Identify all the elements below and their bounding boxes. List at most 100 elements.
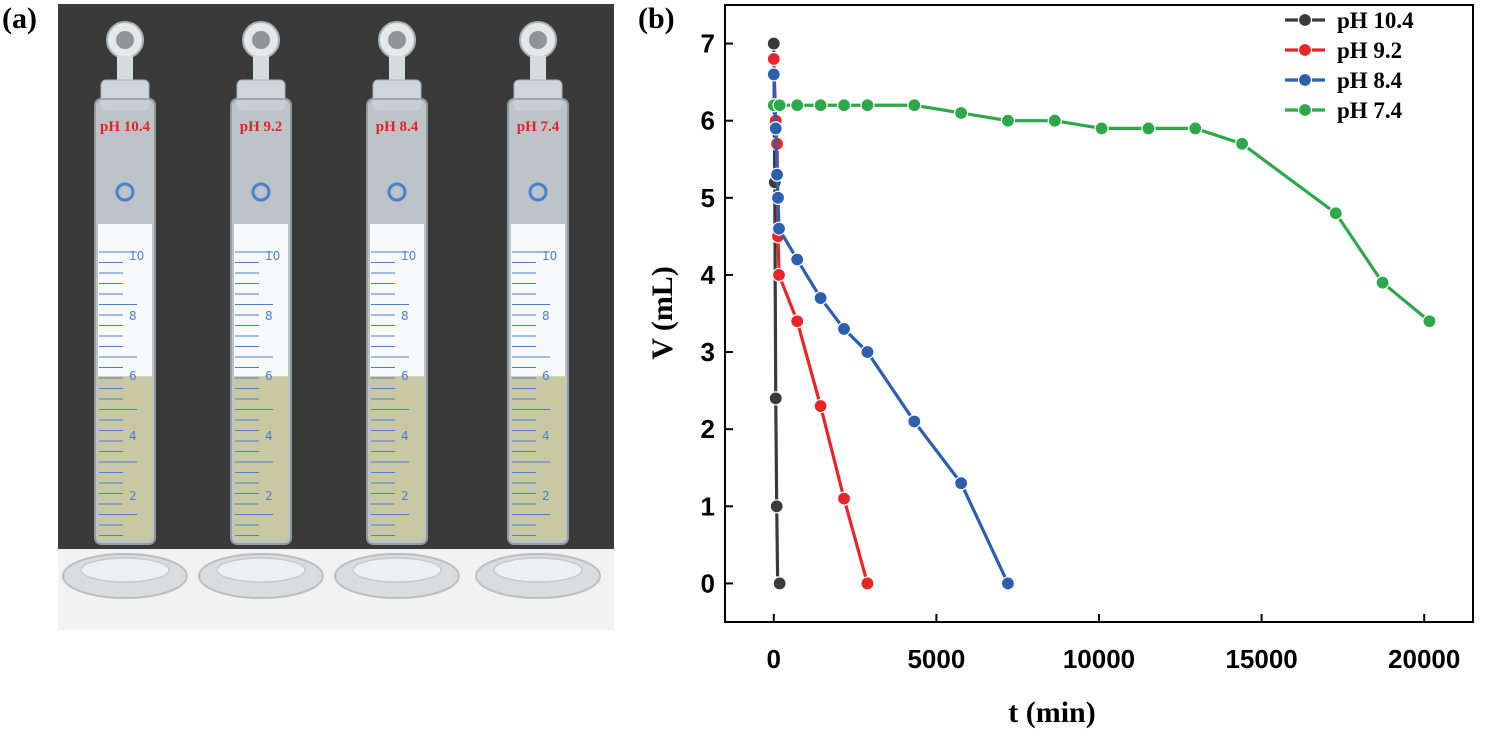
x-axis-ticks: 0 5000 10000 15000 20000 [767,614,1460,674]
legend-marker [1297,12,1313,28]
series-pH-8-4 [766,67,1016,591]
graduation-number: 10 [401,249,416,263]
data-point [1141,121,1156,136]
y-tick-label: 4 [701,260,716,290]
graduation-number: 2 [401,489,409,503]
x-tick-label: 5000 [907,644,965,674]
data-point [772,576,787,591]
data-point [790,98,805,113]
y-tick-label: 3 [701,337,715,367]
graduation-number: 4 [265,429,273,443]
legend-marker [1297,72,1313,88]
cylinder: 10 8 6 4 2 pH 10.4 [62,21,188,599]
legend-label: pH 7.4 [1337,98,1403,123]
legend: pH 10.4 pH 9.2 pH 8.4 pH 7.4 [1285,8,1414,123]
y-tick-label: 1 [701,491,715,521]
graduation-number: 10 [542,249,557,263]
data-point [772,98,787,113]
graduation-number: 2 [265,489,273,503]
cylinder-base-rim [80,557,170,583]
series-pH-10-4 [766,36,787,591]
cylinder-ph-label: pH 7.4 [517,119,560,135]
stopper-hole [388,31,406,49]
data-point [1000,113,1016,128]
y-tick-label: 2 [701,414,715,444]
data-point [1188,121,1203,136]
graduation-number: 2 [542,489,550,503]
liquid [370,376,424,540]
data-point [1234,136,1250,151]
legend-marker [1297,42,1313,58]
stopper-neck [253,56,269,82]
graduation-number: 6 [401,369,409,383]
series-pH-9-2 [766,51,875,591]
y-axis-ticks: 0 1 2 3 4 5 6 7 [701,29,733,598]
cylinder-base-rim [352,557,442,583]
y-axis-label: V (mL) [646,266,679,360]
y-tick-label: 5 [701,183,715,213]
data-point [771,221,787,236]
x-tick-label: 10000 [1063,644,1135,674]
graduation-number: 8 [265,309,273,323]
cylinder: 10 8 6 4 2 pH 8.4 [334,21,460,599]
graduation-number: 4 [129,429,137,443]
data-point [813,98,828,113]
data-point [790,252,805,267]
data-point [836,491,852,506]
graduation-number: 8 [542,309,550,323]
x-tick-label: 0 [767,644,781,674]
data-point [1328,206,1343,221]
maker-logo-icon [115,182,135,202]
x-axis-label: t (min) [1008,696,1095,729]
y-tick-label: 0 [701,568,715,598]
stopper-hole [252,31,270,49]
y-tick-label: 7 [701,29,715,59]
graduation-number: 10 [129,249,144,263]
cylinder-ph-label: pH 8.4 [376,119,419,135]
stopper-hole [529,31,547,49]
data-point [766,36,781,51]
cylinder-group: 10 8 6 4 2 pH 10.4 10 8 6 4 2 pH 9.2 10 8 6 4 2 pH 8.4 10 8… [62,21,601,599]
legend-label: pH 9.2 [1337,38,1402,63]
stopper-neck [117,56,133,82]
liquid [234,376,288,540]
data-point [766,67,781,82]
data-point [768,121,783,136]
data-point [770,190,786,205]
stopper-neck [389,56,405,82]
maker-logo-icon [387,182,407,202]
data-point [836,98,852,113]
graduation-number: 4 [401,429,409,443]
x-tick-label: 15000 [1225,644,1297,674]
cylinder: 10 8 6 4 2 pH 9.2 [198,21,324,599]
data-point [1094,121,1109,136]
data-point [860,344,875,360]
graduation-number: 8 [401,309,409,323]
liquid [511,376,565,540]
data-point [954,105,969,121]
data-point [790,314,805,329]
graduation-number: 10 [265,249,280,263]
data-point [907,98,922,113]
graduation-number: 6 [265,369,273,383]
data-point [769,167,785,182]
data-point [954,476,969,491]
panel-a-label: (a) [2,2,37,35]
graduation-number: 6 [542,369,550,383]
data-point [1422,314,1437,329]
data-point [766,51,781,67]
data-point [860,576,875,591]
data-point [769,499,784,514]
data-point [813,290,828,306]
data-point [907,414,922,429]
data-point [836,321,852,337]
x-tick-label: 20000 [1388,644,1460,674]
series-line [772,58,869,584]
series-line [772,74,1010,585]
legend-marker [1297,102,1313,118]
legend-label: pH 10.4 [1337,8,1414,33]
series-layer [766,36,1437,591]
data-point [1375,275,1390,290]
cylinder-ph-label: pH 9.2 [240,119,283,135]
cylinder: 10 8 6 4 2 pH 7.4 [475,21,601,599]
